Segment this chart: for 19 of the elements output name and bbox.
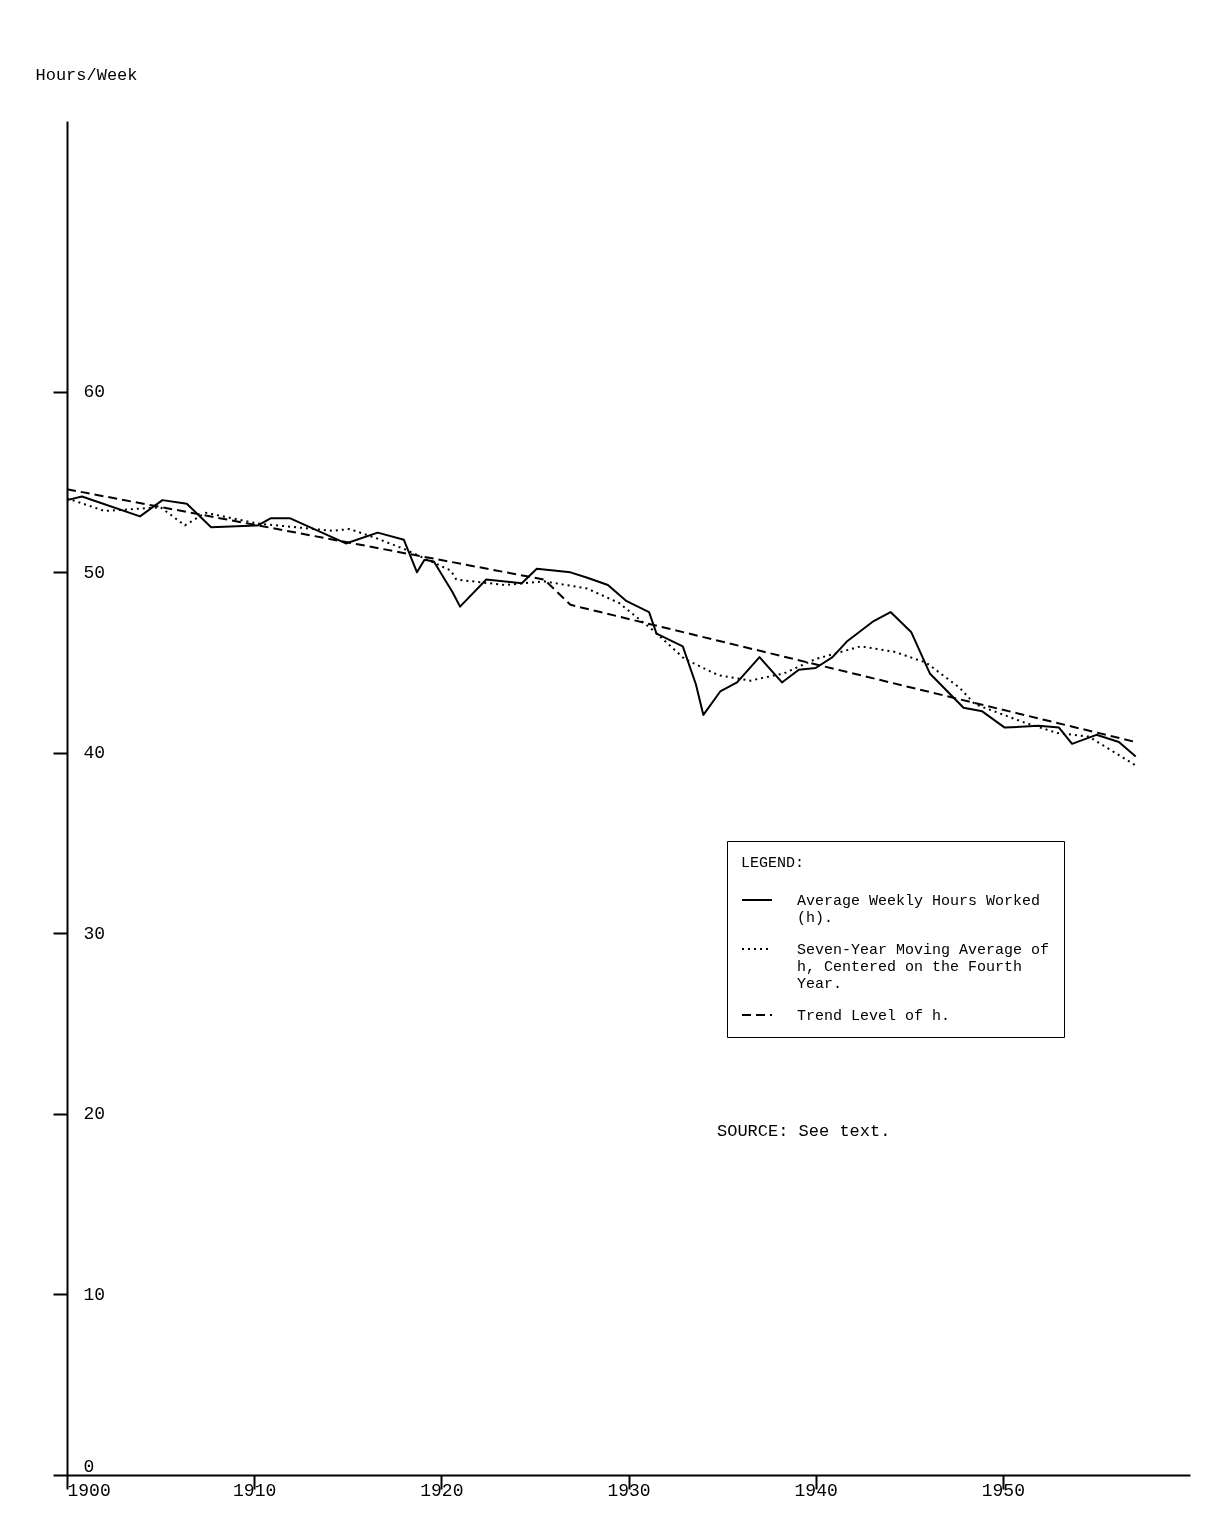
x-tick-label: 1940: [794, 1480, 838, 1501]
y-tick-label: 0: [83, 1456, 95, 1477]
x-tick-label: 1920: [420, 1480, 464, 1501]
x-tick-label: 1950: [981, 1480, 1025, 1501]
y-tick-label: 30: [83, 923, 106, 944]
x-tick-label: 1900: [67, 1480, 111, 1501]
legend-label: Seven-Year Moving Average of h, Centered on the Fourth Year.: [797, 942, 1050, 993]
y-tick-label: 20: [83, 1104, 106, 1125]
y-tick-label: 50: [83, 562, 106, 583]
y-tick-label: 40: [83, 743, 106, 764]
x-tick-label: 1910: [233, 1480, 277, 1501]
x-tick-label: 1930: [607, 1480, 651, 1501]
annotation: SOURCE: See text.: [717, 1122, 891, 1141]
legend-label: Trend Level of h.: [797, 1008, 951, 1025]
y-axis-title: Hours/Week: [35, 65, 138, 85]
legend-label: Average Weekly Hours Worked (h).: [797, 893, 1041, 927]
y-tick-label: 10: [83, 1284, 106, 1305]
legend-title: LEGEND:: [741, 855, 805, 872]
y-tick-label: 60: [83, 382, 106, 403]
